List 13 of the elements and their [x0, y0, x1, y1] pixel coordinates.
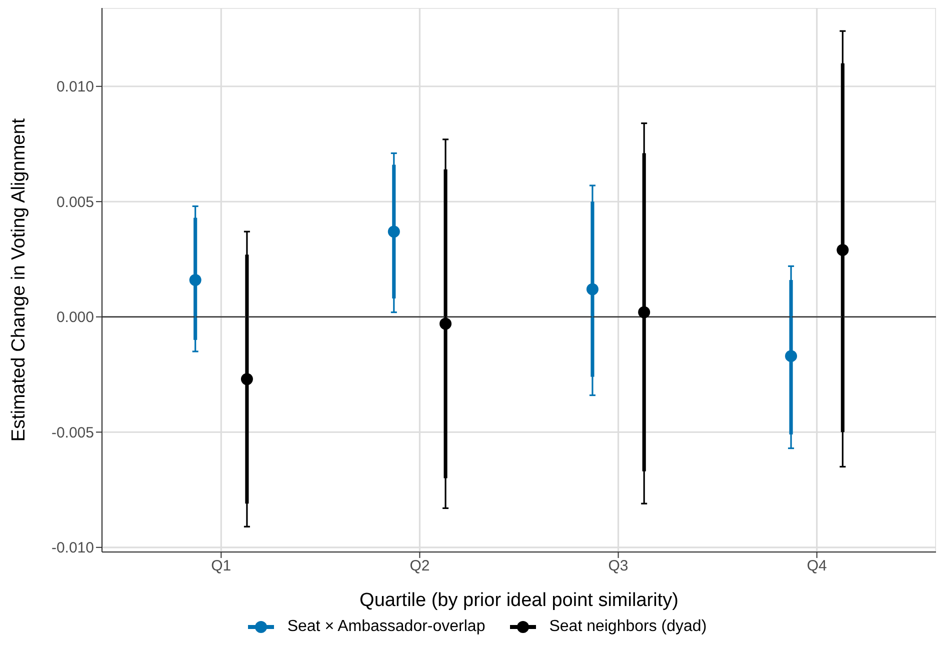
- x-tick-label: Q4: [806, 558, 827, 575]
- y-tick-label: 0.005: [56, 194, 94, 211]
- x-tick-label: Q1: [211, 558, 232, 575]
- x-tick-label: Q3: [608, 558, 628, 575]
- y-tick-label: 0.010: [56, 78, 94, 96]
- x-axis-title: Quartile (by prior ideal point similarity): [360, 590, 678, 611]
- y-tick-label: 0.000: [56, 309, 94, 326]
- y-tick-label: -0.005: [51, 424, 94, 442]
- y-axis-title: Estimated Change in Voting Alignment: [8, 118, 30, 442]
- legend-label: Seat × Ambassador-overlap: [287, 618, 486, 636]
- legend-label: Seat neighbors (dyad): [549, 618, 707, 636]
- x-tick-label: Q2: [410, 558, 430, 575]
- y-tick-label: -0.010: [51, 540, 94, 557]
